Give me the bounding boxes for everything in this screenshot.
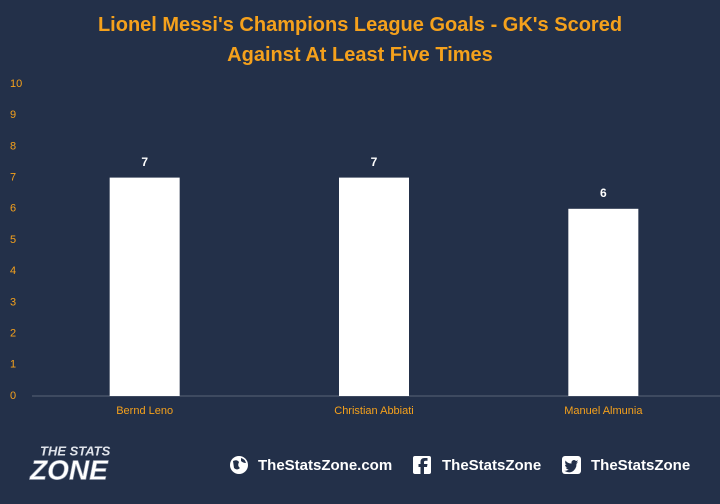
y-tick-label: 3 xyxy=(10,296,16,308)
y-tick-label: 8 xyxy=(10,140,16,152)
logo-bottom: ZONE xyxy=(29,454,109,485)
facebook: TheStatsZone xyxy=(442,457,541,474)
twitter: TheStatsZone xyxy=(591,457,690,474)
x-tick-label: Bernd Leno xyxy=(116,405,173,417)
website: TheStatsZone.com xyxy=(258,457,392,474)
y-tick-label: 0 xyxy=(10,390,16,402)
y-tick-label: 6 xyxy=(10,203,16,215)
globe-icon xyxy=(230,456,248,474)
bar xyxy=(568,208,639,396)
chart-title: Lionel Messi's Champions League Goals - … xyxy=(97,14,623,66)
y-tick-label: 1 xyxy=(10,359,16,371)
y-tick-label: 2 xyxy=(10,328,16,340)
bar xyxy=(109,177,180,396)
x-tick-label: Christian Abbiati xyxy=(334,405,414,417)
bar xyxy=(339,177,409,396)
y-tick-label: 4 xyxy=(10,265,16,277)
value-label: 6 xyxy=(600,186,607,200)
y-tick-label: 5 xyxy=(10,234,16,246)
value-label: 7 xyxy=(371,155,378,169)
twitter-icon xyxy=(562,456,581,474)
y-tick-label: 10 xyxy=(10,78,22,90)
facebook-icon xyxy=(413,456,431,474)
x-tick-label: Manuel Almunia xyxy=(564,405,643,417)
logo-top: THE STATS xyxy=(40,443,111,458)
y-tick-label: 9 xyxy=(10,109,16,121)
y-tick-label: 7 xyxy=(10,172,16,184)
value-label: 7 xyxy=(141,155,148,169)
logo: THE STATS ZONE xyxy=(29,443,111,485)
